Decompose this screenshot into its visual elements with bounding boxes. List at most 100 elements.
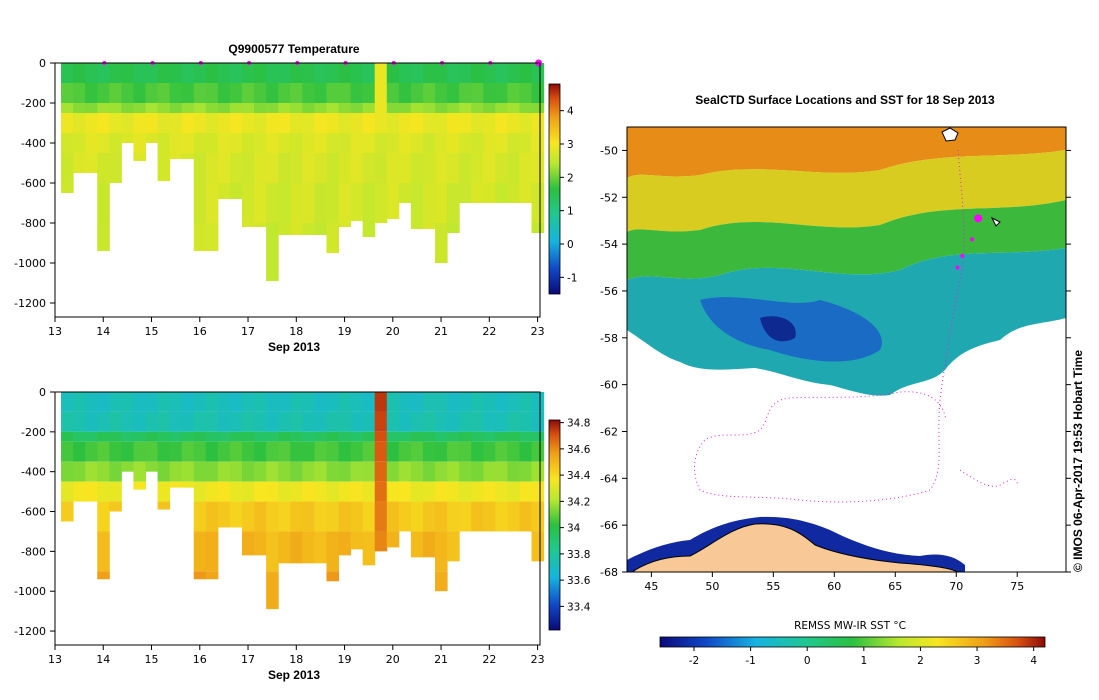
section-cell — [326, 481, 340, 502]
timestamp-label: © IMOS 06-Apr-2017 19:53 Hobart Time — [1071, 350, 1085, 572]
section-cell — [157, 83, 171, 103]
section-cell — [242, 531, 255, 556]
section-cell — [254, 153, 267, 183]
x-tick-label: 16 — [193, 653, 207, 666]
section-cell — [350, 183, 364, 221]
section-cell — [61, 153, 74, 183]
section-cell — [362, 153, 376, 183]
section-cell — [254, 83, 267, 103]
sst-colorbar-tick-label: 0 — [804, 655, 811, 667]
section-cell — [145, 83, 159, 103]
section-cell — [205, 441, 219, 462]
section-cell — [495, 441, 508, 462]
section-cell — [507, 461, 520, 482]
section-cell — [531, 153, 545, 183]
section-cell — [181, 103, 195, 113]
section-cell — [459, 501, 472, 532]
section-cell — [531, 392, 545, 412]
section-cell — [338, 113, 352, 133]
section-cell — [410, 103, 424, 113]
section-cell — [61, 411, 74, 432]
section-cell — [278, 133, 291, 153]
section-cell — [254, 501, 267, 532]
map-y-tick-label: -52 — [600, 191, 618, 204]
section-cell — [73, 133, 86, 153]
section-cell — [314, 461, 327, 482]
map-x-tick-label: 75 — [1010, 580, 1024, 593]
section-cell — [495, 153, 508, 183]
section-cell — [483, 411, 496, 432]
section-cell — [471, 441, 484, 462]
section-cell — [217, 441, 231, 462]
section-cell — [85, 153, 98, 173]
section-cell — [447, 431, 460, 442]
section-cell — [435, 392, 448, 412]
section-cell — [350, 481, 364, 502]
sst-colorbar — [659, 636, 1046, 648]
section-cell — [338, 461, 352, 482]
section-cell — [483, 481, 496, 502]
section-cell — [422, 183, 436, 223]
sst-band-green — [627, 200, 1066, 280]
section-cell — [133, 63, 146, 83]
section-cell — [193, 103, 207, 113]
section-cell — [459, 481, 472, 502]
section-cell — [314, 531, 327, 564]
y-tick-label: -800 — [21, 545, 46, 558]
antarctic-coastline — [631, 523, 959, 572]
section-cell — [157, 411, 171, 432]
section-cell — [85, 441, 98, 462]
section-cell — [483, 392, 496, 412]
sst-band-mild — [627, 150, 1066, 232]
section-cell — [97, 571, 110, 580]
section-cell — [422, 223, 436, 229]
section-cell — [531, 411, 545, 432]
section-cell — [193, 223, 207, 251]
section-cell — [278, 531, 291, 564]
section-cell — [447, 183, 460, 223]
section-cell — [398, 392, 412, 412]
section-cell — [495, 103, 508, 113]
section-cell — [205, 392, 219, 412]
section-cell — [169, 133, 183, 153]
section-cell — [302, 411, 315, 432]
section-cell — [495, 501, 508, 532]
temperature-xlabel: Sep 2013 — [268, 340, 320, 354]
section-cell — [157, 501, 171, 510]
map-x-tick-label: 65 — [888, 580, 902, 593]
section-cell — [519, 183, 533, 203]
section-cell — [374, 431, 388, 442]
section-cell — [471, 183, 484, 203]
section-cell — [519, 431, 533, 442]
section-cell — [531, 461, 545, 482]
sst-colorbar-title: REMSS MW-IR SST °C — [794, 620, 906, 632]
section-cell — [410, 411, 424, 432]
section-cell — [507, 183, 520, 203]
section-cell — [242, 481, 255, 502]
temperature-colorbar-ticks: -1 0 1 2 3 4 — [560, 106, 577, 284]
section-cell — [302, 113, 315, 133]
section-cell — [254, 63, 267, 83]
section-cell — [338, 441, 352, 462]
section-cell — [169, 113, 183, 133]
section-cell — [157, 481, 171, 502]
section-cell — [338, 83, 352, 103]
section-cell — [133, 411, 146, 432]
section-cell — [193, 133, 207, 153]
section-cell — [217, 83, 231, 103]
section-cell — [169, 461, 183, 482]
x-tick-label: 15 — [145, 653, 159, 666]
section-cell — [398, 481, 412, 502]
section-cell — [85, 431, 98, 442]
section-cell — [278, 223, 291, 235]
section-cell — [435, 133, 448, 153]
map-frame — [626, 126, 1067, 573]
section-cell — [459, 153, 472, 183]
section-cell — [447, 441, 460, 462]
x-tick-label: 17 — [241, 325, 255, 338]
section-cell — [326, 411, 340, 432]
section-cell — [181, 133, 195, 153]
section-cell — [242, 431, 255, 442]
x-tick-label: 13 — [48, 653, 62, 666]
section-cell — [374, 133, 388, 153]
